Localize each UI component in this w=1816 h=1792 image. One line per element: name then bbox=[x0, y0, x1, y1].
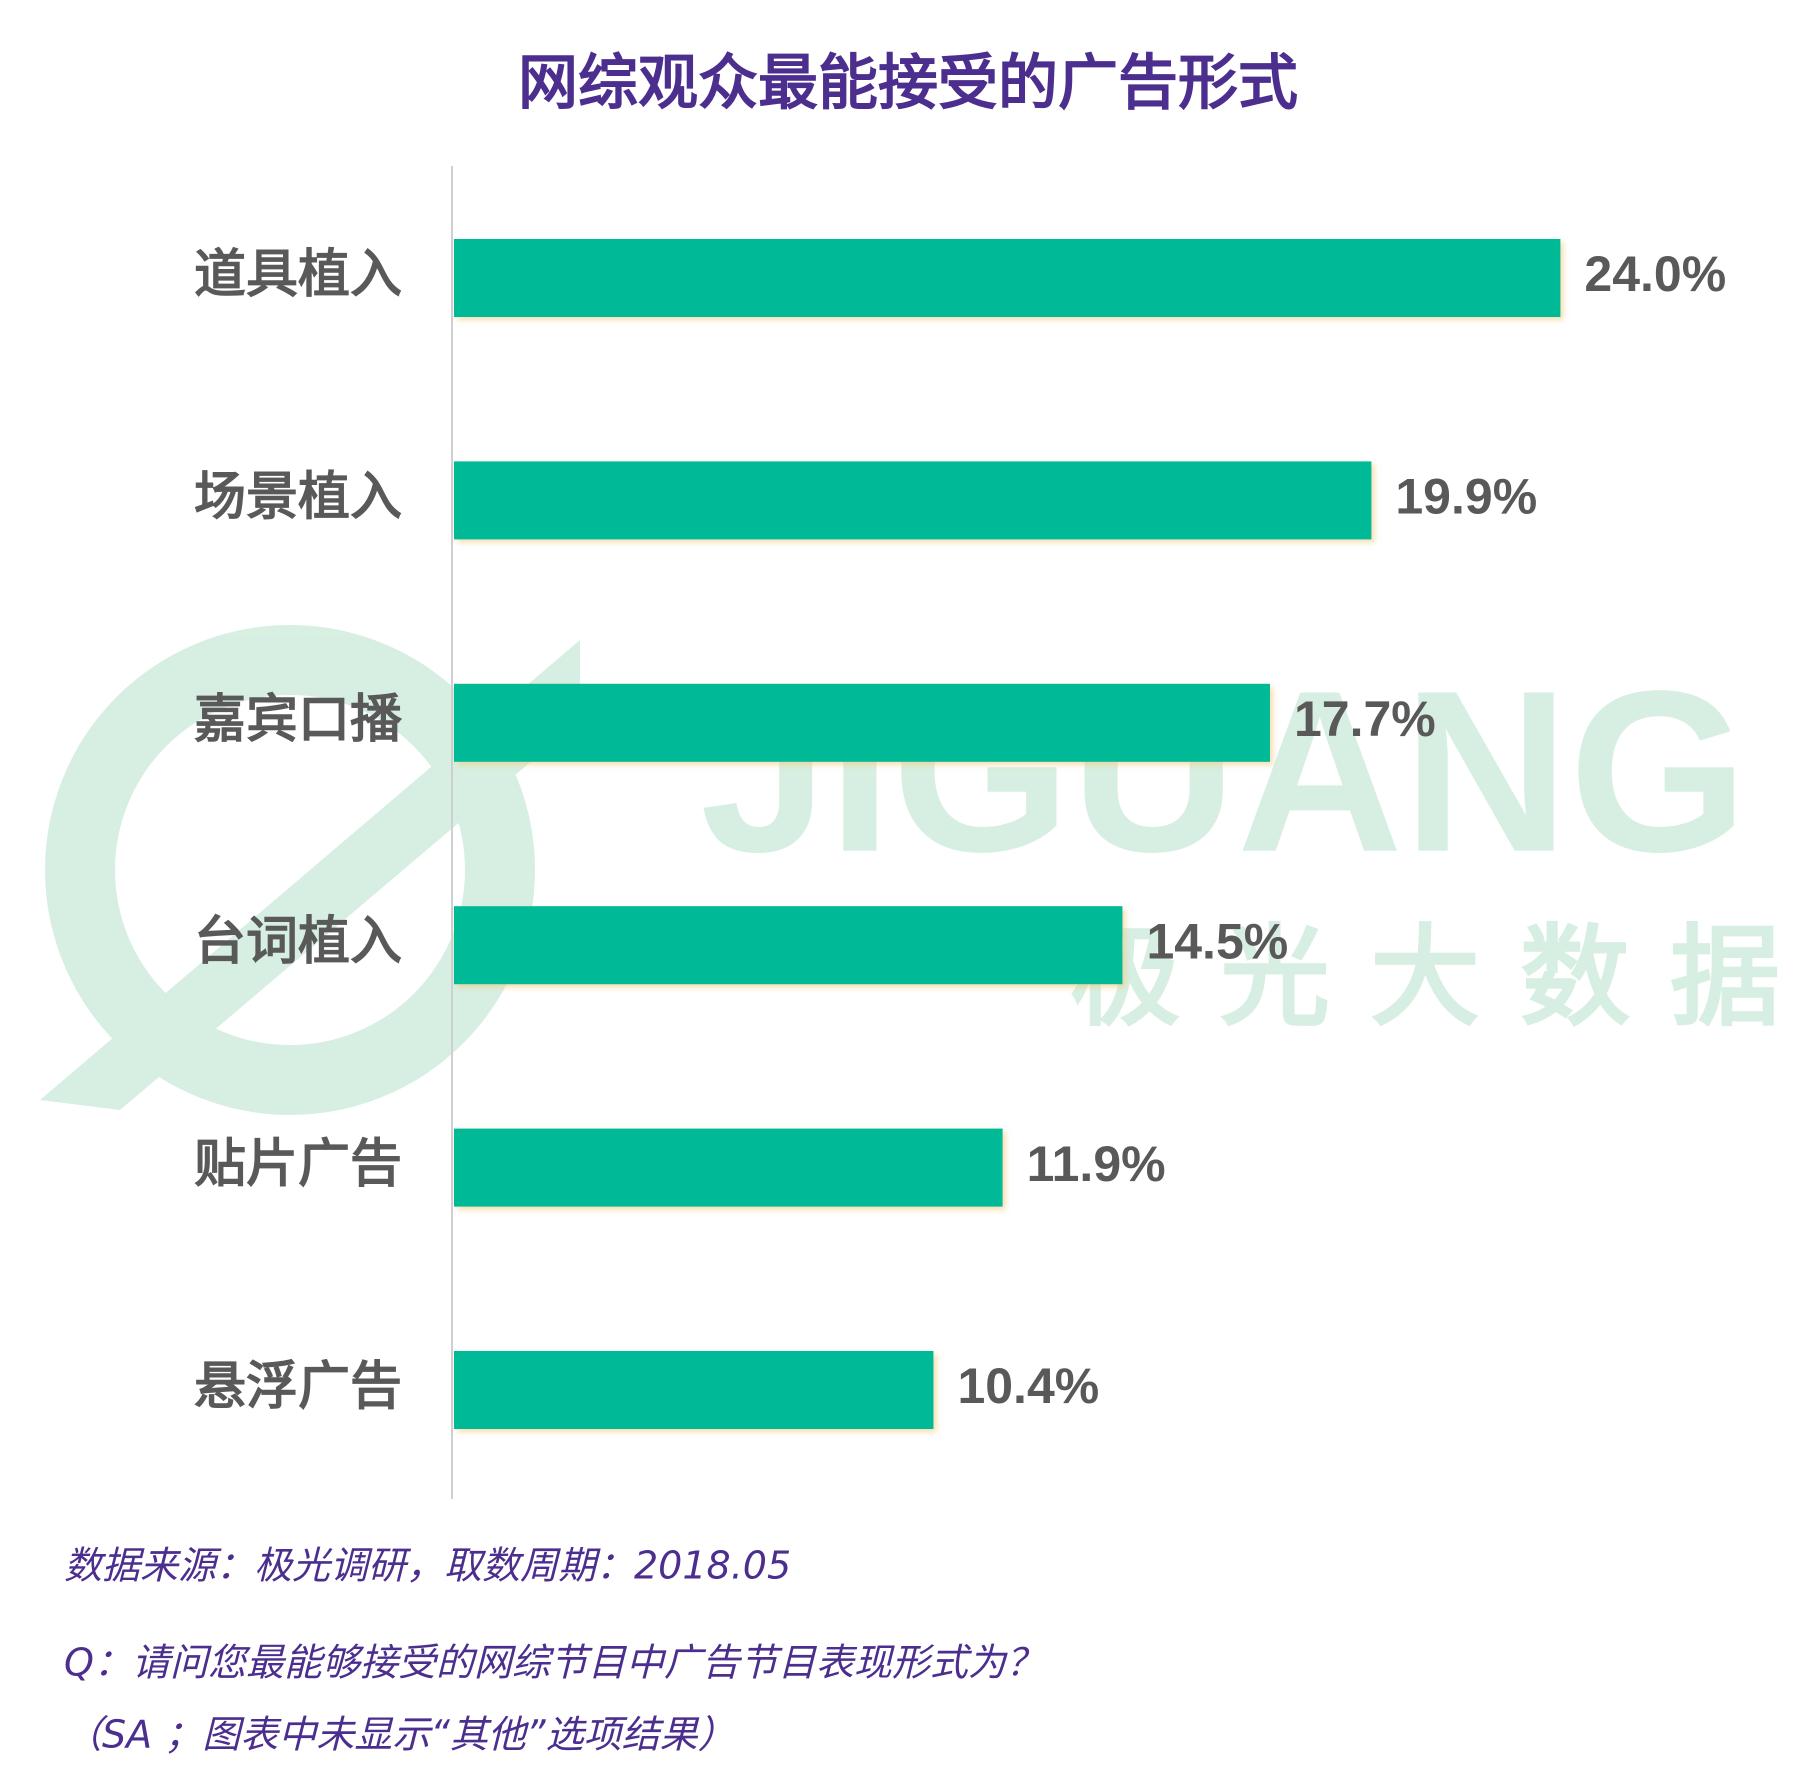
value-label: 24.0% bbox=[1584, 246, 1726, 302]
source-note: 数据来源：极光调研，取数周期：2018.05 bbox=[64, 1544, 791, 1588]
bar bbox=[454, 683, 1270, 762]
chart-title: 网综观众最能接受的广告形式 bbox=[518, 49, 1298, 119]
watermark-brand: JIGUANG bbox=[700, 643, 1748, 900]
category-label: 场景植入 bbox=[194, 467, 402, 527]
watermark-logo-stroke bbox=[40, 640, 580, 1110]
bar bbox=[454, 239, 1561, 317]
category-label: 道具植入 bbox=[194, 245, 402, 305]
bar bbox=[454, 1351, 934, 1429]
category-label: 嘉宾口播 bbox=[194, 690, 403, 750]
watermark-logo bbox=[45, 625, 535, 1115]
bar bbox=[454, 461, 1372, 540]
value-label: 10.4% bbox=[957, 1358, 1099, 1414]
question-note: Q：请问您最能够接受的网综节目中广告节目表现形式为？ bbox=[64, 1641, 1044, 1685]
category-label: 悬浮广告 bbox=[194, 1357, 402, 1417]
bar bbox=[454, 906, 1123, 985]
value-label: 17.7% bbox=[1294, 691, 1436, 747]
category-label: 台词植入 bbox=[194, 912, 402, 972]
value-label: 19.9% bbox=[1395, 469, 1537, 525]
watermark-name: 极光大数据 bbox=[1070, 913, 1816, 1041]
value-label: 11.9% bbox=[1027, 1136, 1166, 1192]
value-label: 14.5% bbox=[1146, 913, 1288, 969]
category-label: 贴片广告 bbox=[194, 1135, 402, 1195]
sa-note: （SA ；图表中未显示“其他”选项结果） bbox=[64, 1713, 736, 1757]
bar bbox=[454, 1128, 1003, 1207]
